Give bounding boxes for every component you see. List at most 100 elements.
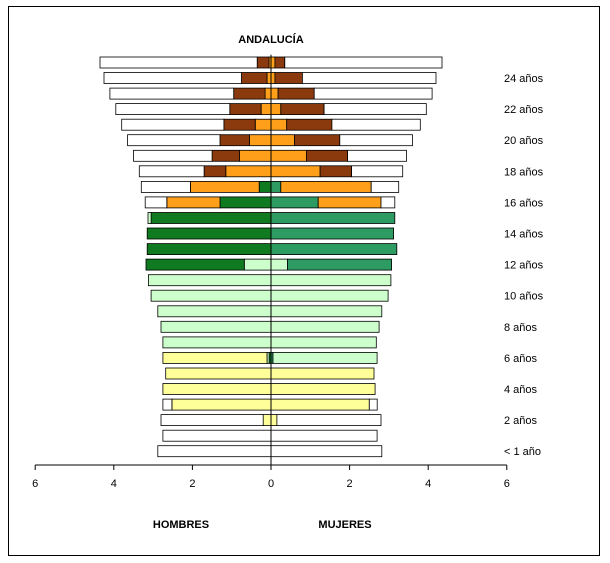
bar-hombres-11-a-os-seg-0 [147,274,272,287]
bar-hombres-22-a-os-seg-2 [115,103,231,115]
bar-hombres-21-a-os-seg-2 [121,118,225,131]
x-tick-label-1: 4 [111,478,117,490]
bar-mujeres-23-a-os-seg-0 [270,87,279,100]
age-label-10-a-os: 10 años [504,291,544,303]
age-label-24-a-os: 24 años [504,73,544,85]
bar-mujeres-3-a-os-seg-0 [270,398,370,411]
bar-mujeres-2-a-os-seg-1 [276,414,382,427]
bar-hombres-12-a-os-seg-1 [145,258,245,271]
pyramid-chart: ANDALUCÍA 6 4 2 0 2 4 6 < 1 año 2 años 4 años 6 a… [32,33,544,531]
x-tick-label-5: 4 [425,478,431,490]
hombres-label: HOMBRES [153,519,209,531]
bar-hombres-24-a-os-seg-0 [266,72,272,84]
bar-mujeres-23-a-os-seg-1 [277,87,315,100]
bar-hombres-18-a-os-seg-2 [138,165,205,178]
bar-mujeres-16-a-os-seg-1 [317,196,382,209]
bar-hombres-17-a-os-seg-1 [189,180,260,193]
age-labels: < 1 año 2 años 4 años 6 años 8 años 10 años 12… [504,73,544,458]
bar-mujeres-20-a-os-seg-1 [294,134,341,147]
bar-mujeres-18-a-os-seg-2 [351,165,404,178]
bar-hombres-15-a-os-seg-1 [147,212,152,224]
bar-hombres-19-a-os-seg-0 [239,149,272,162]
bar-hombres-2-a-os-seg-1 [160,414,264,427]
bar-mujeres-4-a-os-seg-0 [270,383,376,395]
bar-hombres-15-a-os-seg-0 [150,212,272,224]
x-tick-label-2: 2 [189,478,195,490]
bar-mujeres-9-a-os-seg-0 [270,305,383,318]
bar-hombres-20-a-os-seg-0 [248,134,272,147]
chart-title: ANDALUCÍA [238,33,303,46]
bar-hombres-21-a-os-seg-0 [254,118,272,131]
bar-mujeres-17-a-os-seg-2 [370,180,400,193]
bar-hombres-3-a-os-seg-1 [162,398,173,411]
bar-hombres-20-a-os-seg-2 [127,134,221,147]
bar-mujeres-11-a-os-seg-0 [270,274,392,287]
bar-hombres-10-a-os-seg-0 [150,289,272,302]
bar-hombres-1-a-o-seg-0 [162,429,272,442]
age-label-2-a-os: 2 años [504,415,538,427]
bar-hombres-18-a-os-seg-0 [225,165,272,178]
bar-mujeres-5-a-os-seg-0 [270,367,375,380]
bar-hombres-25-a-os-seg-2 [99,56,258,69]
bar-hombres-16-a-os-seg-1 [166,196,221,209]
age-label-12-a-os: 12 años [504,260,544,272]
bar-mujeres-21-a-os-seg-1 [286,118,333,131]
bar-mujeres-6-a-os-seg-1 [272,351,378,364]
bar-mujeres-20-a-os-seg-0 [270,134,296,147]
bar-hombres-18-a-os-seg-1 [203,165,227,178]
bar-hombres-22-a-os-seg-1 [229,103,262,115]
age-label-4-a-os: 4 años [504,384,538,396]
bar-mujeres-13-a-os-seg-0 [270,243,398,256]
bar-mujeres-24-a-os-seg-2 [301,72,437,84]
age-label-18-a-os: 18 años [504,166,544,178]
bar-hombres-19-a-os-seg-2 [133,149,213,162]
bar-hombres-19-a-os-seg-1 [211,149,241,162]
bar-mujeres-19-a-os-seg-2 [347,149,407,162]
bar-mujeres-7-a-os-seg-0 [270,336,377,349]
bar-mujeres-12-a-os-seg-1 [287,258,392,271]
bar-mujeres-25-a-os-seg-2 [284,56,443,69]
bar-hombres-20-a-os-seg-1 [219,134,250,147]
bar-mujeres-19-a-os-seg-0 [270,149,307,162]
bar-mujeres-1-a-o-seg-0 [270,429,378,442]
bar-hombres-24-a-os-seg-1 [241,72,268,84]
bar-mujeres-21-a-os-seg-0 [270,118,288,131]
bar-hombres-6-a-os-seg-2 [162,351,268,364]
bar-mujeres-22-a-os-seg-2 [323,103,427,115]
x-tick-label-6: 6 [504,478,510,490]
bar-mujeres-25-a-os-seg-1 [274,56,286,69]
bar-mujeres-10-a-os-seg-0 [270,289,389,302]
bar-mujeres-21-a-os-seg-2 [331,118,421,131]
x-tick-label-0: 6 [32,478,38,490]
bar-hombres-23-a-os-seg-0 [264,87,272,100]
bar-hombres-21-a-os-seg-1 [223,118,256,131]
x-tick-label-3: 0 [268,478,274,490]
bar-hombres-4-a-os-seg-0 [162,383,272,395]
bar-mujeres-8-a-os-seg-0 [270,320,380,333]
age-label-14-a-os: 14 años [504,229,544,241]
bar-hombres-23-a-os-seg-1 [233,87,266,100]
age-label-16-a-os: 16 años [504,197,544,209]
bar-hombres-16-a-os-seg-2 [144,196,168,209]
bar-mujeres-25-a-os-seg-0 [270,56,276,69]
bar-mujeres-20-a-os-seg-2 [339,134,413,147]
bar-mujeres-15-a-os-seg-0 [270,212,396,224]
bar-mujeres-18-a-os-seg-1 [319,165,352,178]
bar-mujeres-14-a-os-seg-0 [270,227,394,240]
bar-mujeres-22-a-os-seg-0 [270,103,282,115]
age-label-20-a-os: 20 años [504,135,544,147]
bar-hombres-7-a-os-seg-0 [162,336,272,349]
bar-mujeres-17-a-os-seg-0 [270,180,282,193]
bar-hombres-23-a-os-seg-2 [109,87,235,100]
bar-hombres-16-a-os-seg-0 [219,196,272,209]
bar-mujeres-16-a-os-seg-0 [270,196,319,209]
age-label-8-a-os: 8 años [504,322,538,334]
mujeres-label: MUJERES [318,519,371,531]
bar-hombres--1-a-o-seg-0 [157,445,272,458]
bar-mujeres-17-a-os-seg-1 [280,180,372,193]
bar-mujeres-12-a-os-seg-0 [270,258,288,271]
bar-hombres-13-a-os-seg-0 [146,243,272,256]
bar-mujeres-19-a-os-seg-1 [305,149,349,162]
x-tick-label-4: 2 [347,478,353,490]
bar-mujeres--1-a-o-seg-0 [270,445,383,458]
